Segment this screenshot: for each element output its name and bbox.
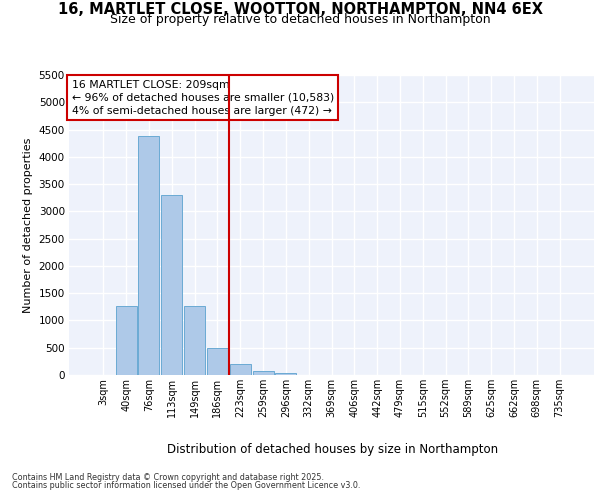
Bar bbox=[207, 348, 228, 375]
Bar bbox=[116, 306, 137, 375]
Text: Size of property relative to detached houses in Northampton: Size of property relative to detached ho… bbox=[110, 14, 490, 26]
Text: Contains HM Land Registry data © Crown copyright and database right 2025.: Contains HM Land Registry data © Crown c… bbox=[12, 472, 324, 482]
Bar bbox=[253, 370, 274, 375]
Text: Contains public sector information licensed under the Open Government Licence v3: Contains public sector information licen… bbox=[12, 481, 361, 490]
Y-axis label: Number of detached properties: Number of detached properties bbox=[23, 138, 33, 312]
Bar bbox=[230, 364, 251, 375]
Text: Distribution of detached houses by size in Northampton: Distribution of detached houses by size … bbox=[167, 442, 499, 456]
Bar bbox=[139, 136, 160, 375]
Bar bbox=[161, 195, 182, 375]
Text: 16, MARTLET CLOSE, WOOTTON, NORTHAMPTON, NN4 6EX: 16, MARTLET CLOSE, WOOTTON, NORTHAMPTON,… bbox=[58, 2, 542, 18]
Bar bbox=[184, 306, 205, 375]
Text: 16 MARTLET CLOSE: 209sqm
← 96% of detached houses are smaller (10,583)
4% of sem: 16 MARTLET CLOSE: 209sqm ← 96% of detach… bbox=[71, 80, 334, 116]
Bar bbox=[275, 374, 296, 375]
